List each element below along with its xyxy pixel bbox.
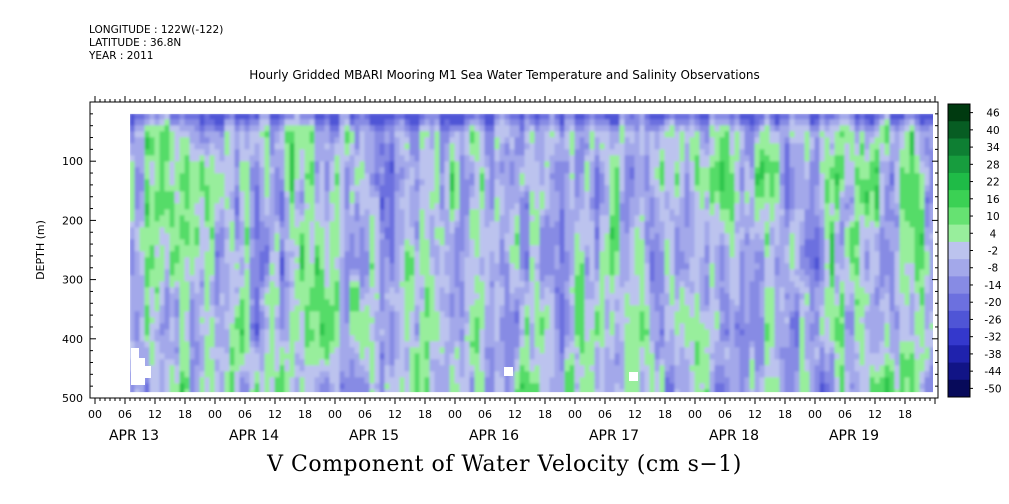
colorbar-label: 4 <box>990 228 997 240</box>
x-tick-label: 18 <box>538 408 552 421</box>
x-tick-label: 18 <box>898 408 912 421</box>
x-tick-label: 12 <box>268 408 282 421</box>
day-label: APR 18 <box>709 428 759 444</box>
x-tick-label: 06 <box>478 408 492 421</box>
colorbar-swatch <box>948 328 970 346</box>
x-tick-label: 12 <box>388 408 402 421</box>
colorbar-label: 16 <box>986 194 1000 206</box>
x-tick-label: 00 <box>568 408 582 421</box>
colorbar-label: -38 <box>984 349 1001 361</box>
x-tick-label: 00 <box>808 408 822 421</box>
day-label: APR 19 <box>829 428 879 444</box>
colorbar-swatch <box>948 259 970 277</box>
x-tick-label: 06 <box>598 408 612 421</box>
x-tick-label: 18 <box>658 408 672 421</box>
x-tick-label: 00 <box>328 408 342 421</box>
colorbar-swatch <box>948 155 970 174</box>
colorbar-label: 22 <box>986 177 999 189</box>
y-tick-label: 200 <box>62 214 83 227</box>
chart-title: Hourly Gridded MBARI Mooring M1 Sea Wate… <box>249 68 760 82</box>
colorbar-swatch <box>948 138 970 157</box>
x-tick-label: 18 <box>298 408 312 421</box>
colorbar-label: 46 <box>986 108 1000 120</box>
colorbar-swatch <box>948 345 970 363</box>
colorbar-swatch <box>948 104 970 122</box>
axes: 00 06 12 18 00 06 12 18 00 06 12 18 00 06 12 18 00 06 12 18… <box>34 96 939 444</box>
x-tick-label: 00 <box>88 408 102 421</box>
x-tick-label: 06 <box>358 408 372 421</box>
colorbar-swatch <box>948 224 970 243</box>
colorbar-swatch <box>948 276 970 294</box>
colorbar-label: 34 <box>986 142 1000 154</box>
x-tick-label: 12 <box>628 408 642 421</box>
x-tick-label: 18 <box>778 408 792 421</box>
colorbar-label: 10 <box>986 211 999 223</box>
x-tick-label: 12 <box>508 408 522 421</box>
colorbar-swatch <box>948 379 970 398</box>
colorbar-swatch <box>948 293 970 312</box>
colorbar-swatch <box>948 362 970 381</box>
y-tick-label: 400 <box>62 333 83 346</box>
x-tick-label: 12 <box>148 408 162 421</box>
y-tick-label: 300 <box>62 274 83 287</box>
colorbar-label: -14 <box>984 280 1001 292</box>
colorbar-label: -2 <box>988 246 998 258</box>
x-tick-label: 00 <box>688 408 702 421</box>
day-label: APR 17 <box>589 428 639 444</box>
colorbar-swatch <box>948 190 970 208</box>
day-label: APR 14 <box>229 428 279 444</box>
heatmap <box>130 113 933 393</box>
colorbar-swatch <box>948 310 970 329</box>
colorbar: 46 40 34 28 22 16 10 4 -2 -8 -14 -20 -26 -32 -38 -44 -50 <box>947 103 1002 398</box>
colorbar-label: -50 <box>984 383 1001 395</box>
variable-label: V Component of Water Velocity (cm s−1) <box>267 452 742 477</box>
x-tick-label: 00 <box>208 408 222 421</box>
latitude-label: LATITUDE : 36.8N <box>89 37 182 49</box>
colorbar-label: 28 <box>986 159 999 171</box>
x-tick-label: 18 <box>178 408 192 421</box>
x-tick-label: 06 <box>838 408 852 421</box>
y-tick-label: 500 <box>62 392 83 405</box>
day-label: APR 16 <box>469 428 519 444</box>
x-tick-label: 06 <box>118 408 132 421</box>
x-tick-label: 12 <box>868 408 882 421</box>
x-tick-label: 18 <box>418 408 432 421</box>
colorbar-swatch <box>948 172 970 191</box>
longitude-label: LONGITUDE : 122W(-122) <box>89 24 224 36</box>
colorbar-label: -8 <box>988 263 998 275</box>
x-tick-label: 00 <box>448 408 462 421</box>
day-label: APR 13 <box>109 428 159 444</box>
y-axis-label: DEPTH (m) <box>34 220 47 280</box>
colorbar-swatch <box>948 121 970 139</box>
colorbar-label: -44 <box>984 366 1001 378</box>
colorbar-label: -26 <box>984 314 1001 326</box>
x-tick-label: 06 <box>238 408 252 421</box>
x-tick-label: 12 <box>748 408 762 421</box>
colorbar-label: 40 <box>986 125 999 137</box>
colorbar-label: -20 <box>984 297 1001 309</box>
day-label: APR 15 <box>349 428 399 444</box>
x-tick-label: 06 <box>718 408 732 421</box>
year-label: YEAR : 2011 <box>89 50 154 62</box>
colorbar-swatch <box>948 207 970 225</box>
colorbar-swatch <box>948 241 970 260</box>
y-tick-label: 100 <box>62 155 83 168</box>
colorbar-label: -32 <box>984 332 1001 344</box>
